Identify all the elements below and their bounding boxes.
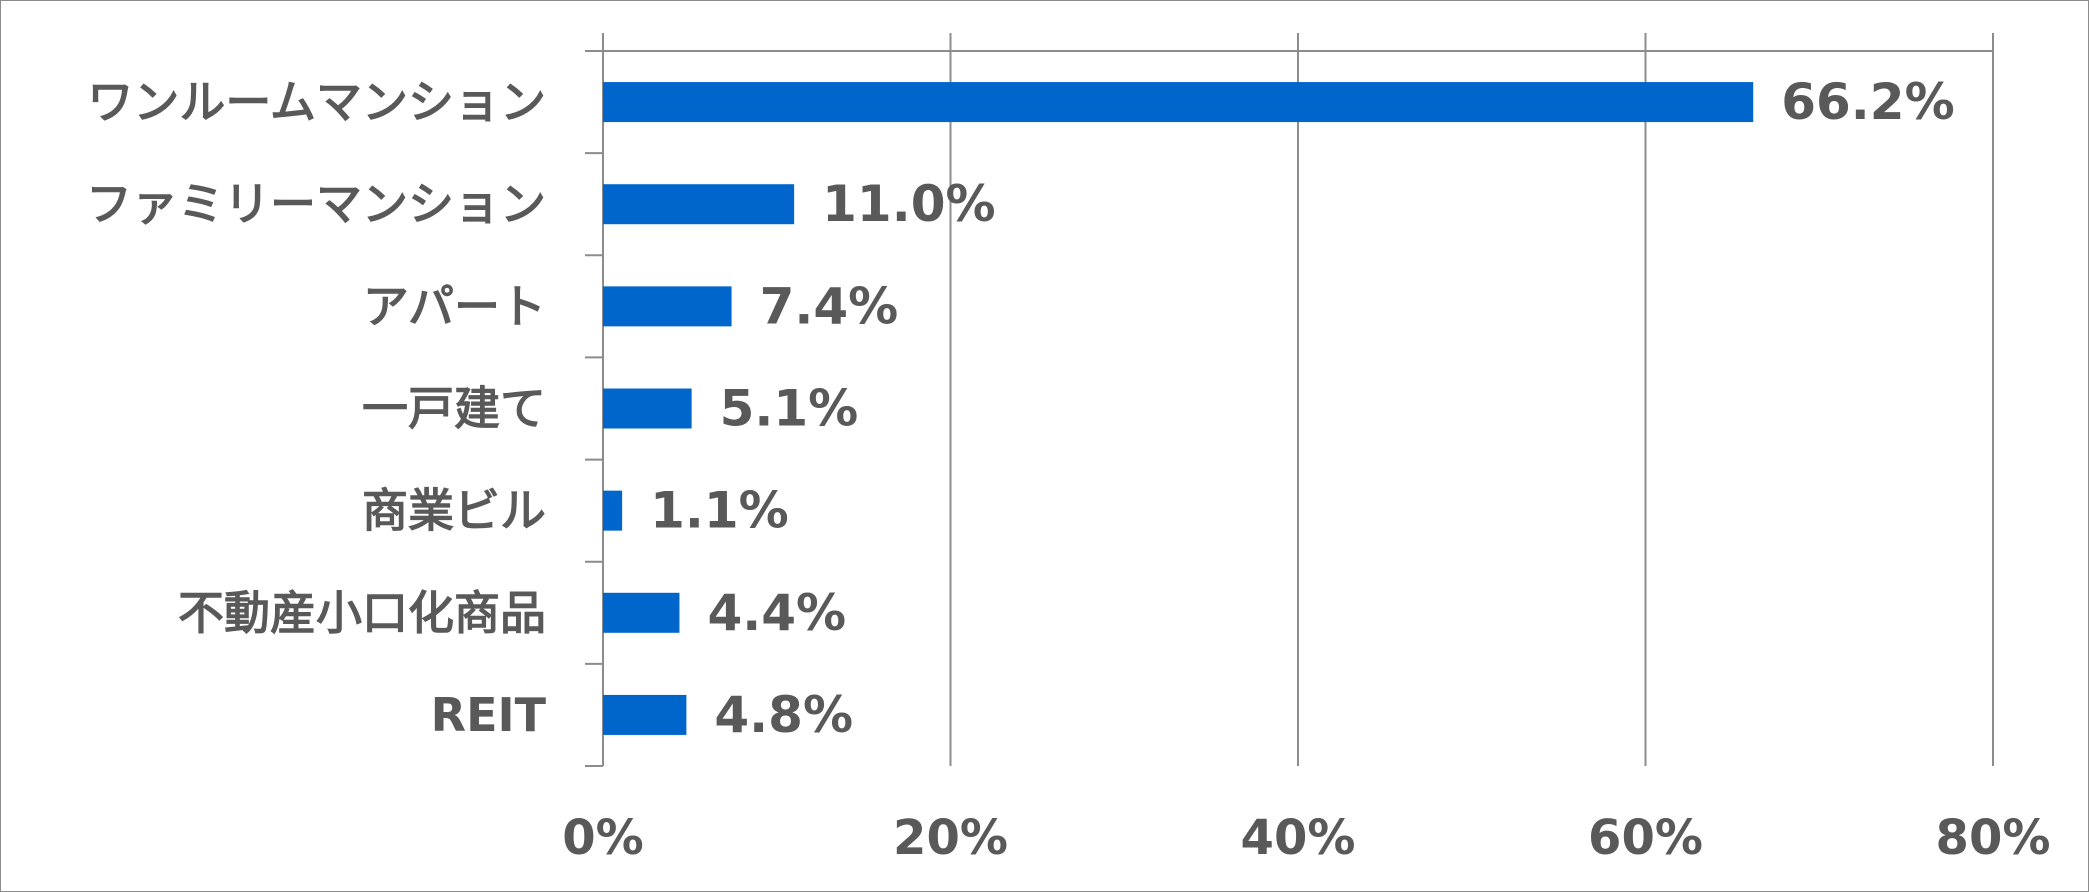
value-label-6: 4.4% — [707, 584, 846, 642]
bar-7 — [603, 694, 687, 735]
value-label-1: 66.2% — [1781, 73, 1954, 131]
bar-2 — [603, 184, 795, 225]
category-axis — [585, 33, 604, 767]
category-label-7: REIT — [431, 688, 547, 742]
category-label-3: アパート — [363, 279, 546, 333]
x-tick-label-1: 0% — [562, 810, 644, 866]
x-tick-label-5: 80% — [1936, 810, 2051, 866]
bars — [603, 82, 1754, 735]
x-axis-tick-labels: 0% 20% 40% 60% 80% — [562, 810, 2050, 866]
value-labels: 66.2% 11.0% 7.4% 5.1% 1.1% 4.4% 4.8% — [650, 73, 1955, 744]
x-tick-label-2: 20% — [893, 810, 1008, 866]
category-label-5: 商業ビル — [362, 484, 546, 538]
x-tick-label-3: 40% — [1241, 810, 1356, 866]
value-label-4: 5.1% — [720, 380, 859, 438]
category-label-4: 一戸建て — [362, 382, 546, 436]
category-label-1: ワンルームマンション — [87, 75, 546, 129]
category-label-6: 不動産小口化商品 — [178, 586, 546, 640]
x-tick-label-4: 60% — [1588, 810, 1703, 866]
bar-6 — [603, 592, 680, 633]
bar-4 — [603, 388, 692, 429]
value-label-3: 7.4% — [760, 277, 899, 335]
bar-3 — [603, 286, 732, 327]
gridlines — [585, 33, 1994, 766]
category-label-2: ファミリーマンション — [86, 177, 546, 231]
value-label-2: 11.0% — [822, 175, 995, 233]
value-label-7: 4.8% — [714, 686, 853, 744]
bar-1 — [603, 82, 1754, 123]
value-label-5: 1.1% — [650, 482, 789, 540]
bar-5 — [603, 490, 623, 531]
category-labels: ワンルームマンションファミリーマンションアパート一戸建て商業ビル不動産小口化商品… — [86, 75, 547, 742]
